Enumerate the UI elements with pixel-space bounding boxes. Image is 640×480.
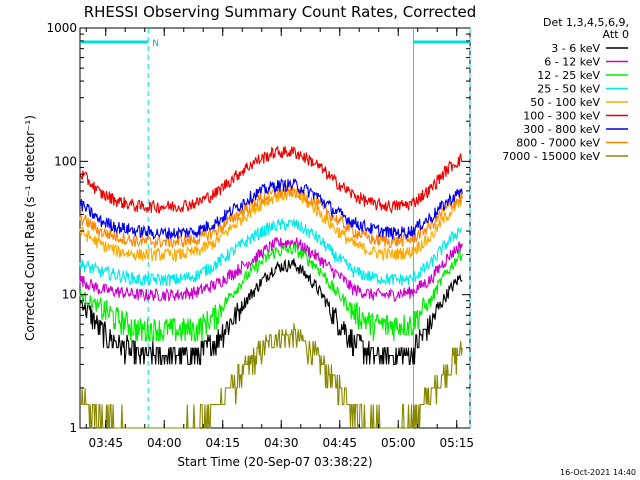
series-line-12-25keV bbox=[79, 243, 463, 342]
timestamp: 16-Oct-2021 14:40 bbox=[560, 468, 636, 477]
x-tick-label: 04:00 bbox=[147, 436, 182, 450]
series-line-25-50keV bbox=[79, 217, 463, 287]
x-tick-label: 04:15 bbox=[205, 436, 240, 450]
legend-label: 25 - 50 keV bbox=[537, 83, 600, 96]
night-marker-label: N bbox=[152, 39, 159, 49]
y-tick-label: 100 bbox=[54, 154, 77, 168]
series-line-6-12keV bbox=[79, 235, 463, 303]
legend-header-detectors: Det 1,3,4,5,6,9, bbox=[543, 16, 629, 29]
legend-header-attenuator: Att 0 bbox=[603, 28, 629, 41]
y-tick-label: 1000 bbox=[46, 21, 77, 35]
series-line-50-100keV bbox=[79, 188, 463, 264]
plot-area: N 1 10 100 1000 03:45 04:00 04:15 04:30 04:45 05:… bbox=[46, 21, 474, 450]
legend-label: 3 - 6 keV bbox=[551, 42, 600, 55]
series-line-300-800keV bbox=[79, 177, 463, 241]
y-tick-label: 1 bbox=[69, 421, 77, 435]
x-tick-label: 04:30 bbox=[264, 436, 299, 450]
x-tick-label: 04:45 bbox=[322, 436, 357, 450]
x-tick-label: 05:00 bbox=[381, 436, 416, 450]
chart-title: RHESSI Observing Summary Count Rates, Co… bbox=[84, 3, 477, 21]
x-axis-label: Start Time (20-Sep-07 03:38:22) bbox=[177, 455, 372, 469]
x-tick-label: 03:45 bbox=[88, 436, 123, 450]
x-tick-label: 05:15 bbox=[439, 436, 474, 450]
axis-ticks: 1 10 100 1000 03:45 04:00 04:15 04:30 04:45 05:00… bbox=[46, 21, 474, 450]
series-line-800-7000keV bbox=[79, 185, 463, 250]
legend-label: 12 - 25 keV bbox=[537, 69, 600, 82]
y-tick-label: 10 bbox=[62, 288, 77, 302]
series-lines bbox=[79, 145, 463, 429]
series-line-3-6keV bbox=[79, 258, 463, 365]
legend-label: 800 - 7000 keV bbox=[516, 137, 600, 150]
y-axis-label: Corrected Count Rate (s⁻¹ detector⁻¹) bbox=[23, 115, 37, 341]
series-line-100-300keV bbox=[79, 145, 463, 215]
legend-label: 6 - 12 keV bbox=[544, 56, 600, 69]
legend-label: 100 - 300 keV bbox=[523, 110, 600, 123]
legend-label: 50 - 100 keV bbox=[530, 96, 600, 109]
legend-label: 300 - 800 keV bbox=[523, 123, 600, 136]
legend-label: 7000 - 15000 keV bbox=[502, 150, 600, 163]
